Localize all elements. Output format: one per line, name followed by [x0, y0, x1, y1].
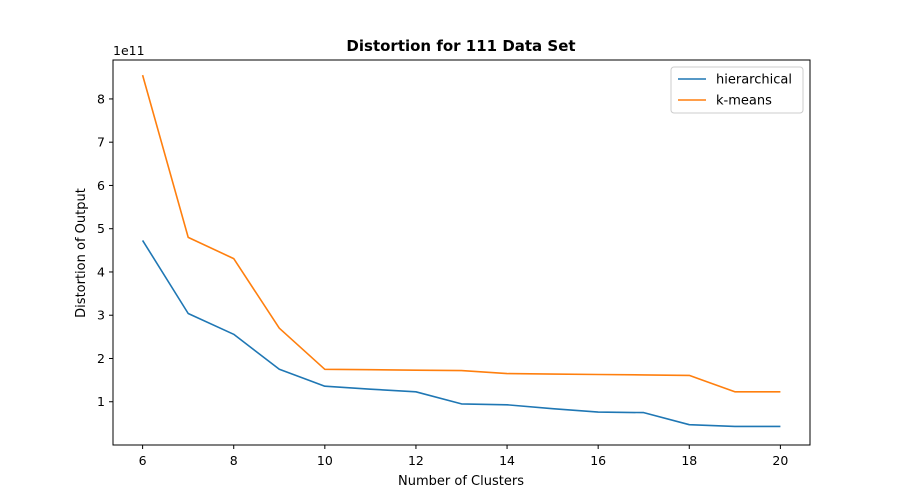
x-tick-label: 12 — [408, 453, 424, 468]
x-tick-label: 18 — [681, 453, 697, 468]
chart-title: Distortion for 111 Data Set — [346, 37, 575, 55]
y-tick-label: 5 — [97, 221, 105, 236]
y-tick-label: 6 — [97, 178, 105, 193]
y-tick-label: 8 — [97, 91, 105, 106]
y-axis-label: Distortion of Output — [74, 188, 89, 318]
x-axis-label: Number of Clusters — [398, 474, 524, 489]
y-tick-label: 3 — [97, 308, 105, 323]
y-tick-label: 1 — [97, 394, 105, 409]
x-tick-label: 14 — [499, 453, 515, 468]
plot-frame — [112, 59, 811, 446]
x-axis: 6 8 10 12 14 16 18 20 — [139, 445, 788, 468]
plot-content — [141, 74, 781, 428]
x-tick-label: 10 — [317, 453, 333, 468]
y-axis: 1 2 3 4 5 6 7 8 — [97, 91, 113, 409]
x-tick-label: 8 — [230, 453, 238, 468]
series-line-k-means — [141, 74, 781, 393]
legend-label-k-means: k-means — [716, 94, 772, 109]
legend: hierarchical k-means — [670, 66, 804, 114]
y-tick-label: 7 — [97, 135, 105, 150]
y-tick-label: 2 — [97, 351, 105, 366]
series-line-hierarchical — [141, 239, 781, 428]
x-tick-label: 6 — [139, 453, 147, 468]
legend-label-hierarchical: hierarchical — [716, 73, 792, 88]
x-tick-label: 20 — [772, 453, 788, 468]
y-offset-label: 1e11 — [113, 43, 145, 58]
y-tick-label: 4 — [97, 264, 105, 279]
x-tick-label: 16 — [590, 453, 606, 468]
